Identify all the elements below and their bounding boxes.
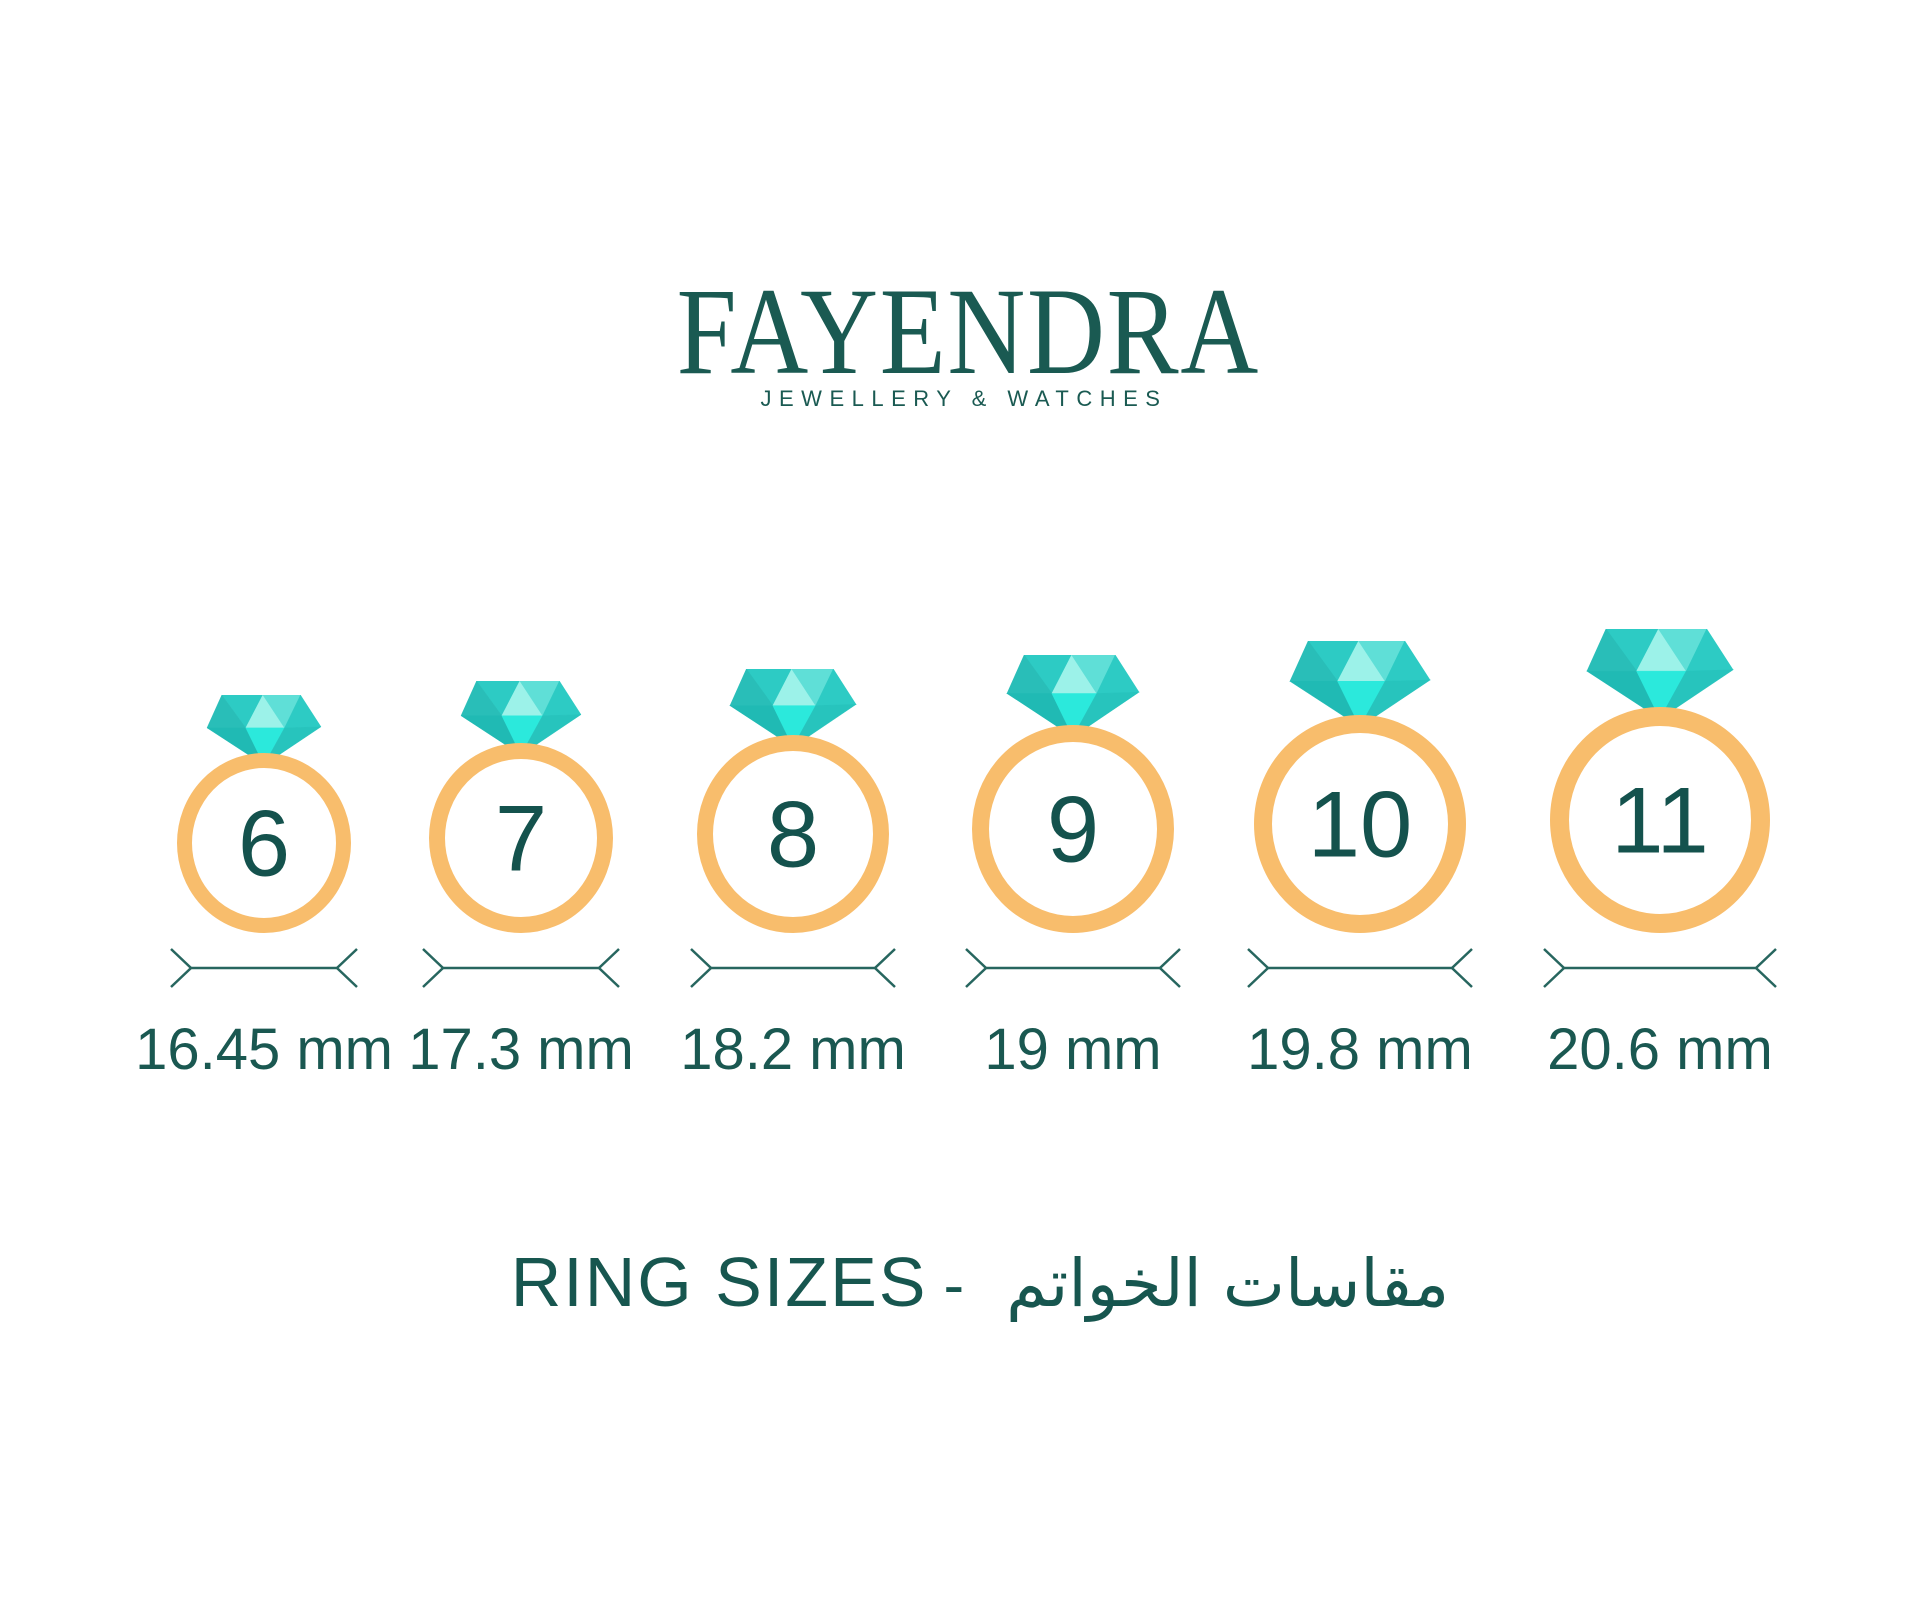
diamond-icon	[1006, 655, 1140, 738]
diamond-ring-graphic: 8	[697, 669, 889, 933]
ring-column-size-9: 9 19 mm	[964, 655, 1182, 1083]
brand-tagline: JEWELLERY & WATCHES	[760, 386, 1168, 411]
diamond-ring-graphic: 10	[1254, 641, 1466, 933]
diamond-ring-graphic: 11	[1550, 629, 1770, 933]
diameter-label: 19.8 mm	[1247, 1017, 1473, 1082]
ring-size-number: 6	[238, 791, 290, 896]
page-title: RING SIZES - مقاسات الخواتم	[20, 1242, 1920, 1322]
diameter-label: 17.3 mm	[408, 1017, 634, 1082]
brand-logo-text: FAYENDRA	[676, 263, 1260, 400]
ring-size-number: 7	[495, 786, 547, 891]
ring-column-size-10: 10 19.8 mm	[1246, 641, 1474, 1083]
diamond-ring-graphic: 9	[972, 655, 1174, 933]
diameter-label: 16.45 mm	[135, 1017, 393, 1082]
diameter-dimension-line	[422, 948, 620, 988]
diamond-icon	[1586, 629, 1734, 720]
page-title-english: RING SIZES	[510, 1243, 928, 1321]
ring-column-size-8: 8 18.2 mm	[680, 669, 906, 1083]
diameter-dimension-line	[1543, 948, 1777, 988]
ring-band	[177, 753, 351, 933]
ring-band	[1550, 707, 1770, 933]
diamond-icon	[206, 695, 322, 766]
diameter-dimension-line	[690, 948, 896, 988]
diameter-dimension-line	[1247, 948, 1473, 988]
diameter-label: 20.6 mm	[1547, 1017, 1773, 1082]
diameter-label: 19 mm	[984, 1017, 1162, 1082]
ring-column-size-11: 11 20.6 mm	[1542, 629, 1778, 1083]
ring-band	[429, 743, 613, 933]
ring-column-size-7: 7 17.3 mm	[408, 681, 634, 1083]
ring-band	[697, 735, 889, 933]
brand-logo: FAYENDRA	[8, 270, 1920, 394]
diamond-icon	[1289, 641, 1431, 728]
page-title-arabic: مقاسات الخواتم	[1006, 1245, 1450, 1322]
ring-size-number: 11	[1611, 768, 1709, 873]
diameter-dimension-line	[170, 948, 358, 988]
ring-band	[1254, 715, 1466, 933]
title-separator: -	[943, 1251, 965, 1320]
diamond-ring-graphic: 7	[429, 681, 613, 933]
ring-size-number: 9	[1047, 777, 1099, 882]
ring-size-number: 8	[767, 782, 819, 887]
diamond-ring-graphic: 6	[177, 695, 351, 933]
ring-size-number: 10	[1308, 772, 1413, 877]
ring-column-size-6: 6 16.45 mm	[135, 695, 393, 1083]
ring-band	[972, 725, 1174, 933]
diameter-dimension-line	[965, 948, 1181, 988]
diameter-label: 18.2 mm	[680, 1017, 906, 1082]
